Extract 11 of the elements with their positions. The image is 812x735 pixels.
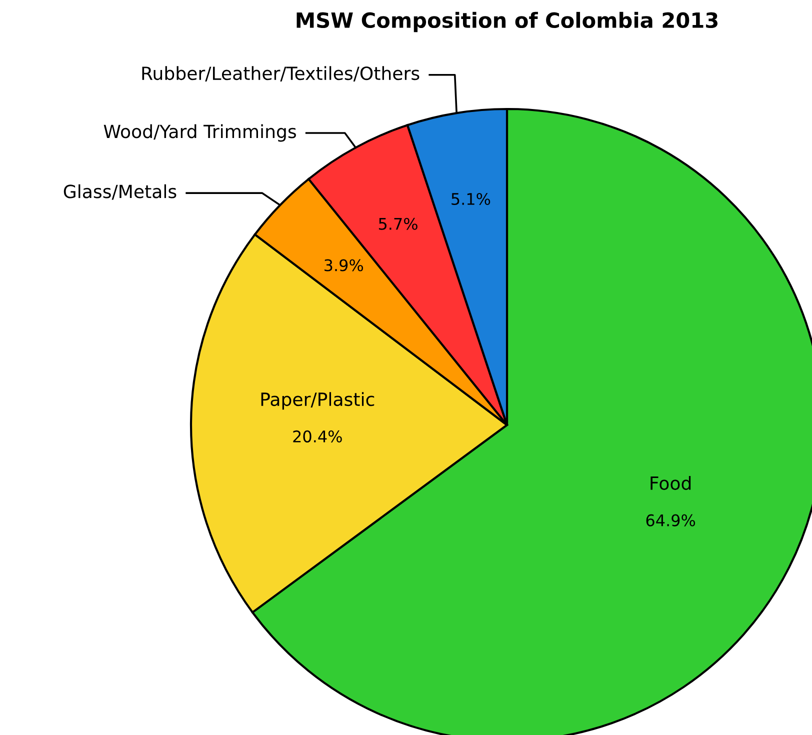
data-label: 64.9% — [646, 514, 696, 526]
slice-label: Paper/Plastic — [261, 392, 374, 410]
chart-title: MSW Composition of Colombia 2013 — [296, 12, 718, 32]
slice-label: Rubber/Leather/Textiles/Others — [142, 66, 420, 82]
data-label: 20.4% — [293, 430, 342, 442]
slice-label: Wood/Yard Trimmings — [104, 124, 296, 142]
slice-label: Glass/Metals — [64, 184, 176, 200]
data-label: 5.7% — [378, 218, 418, 230]
data-label: 5.1% — [452, 192, 490, 206]
data-label: 3.9% — [324, 259, 364, 272]
slice-label: Food — [650, 476, 691, 490]
